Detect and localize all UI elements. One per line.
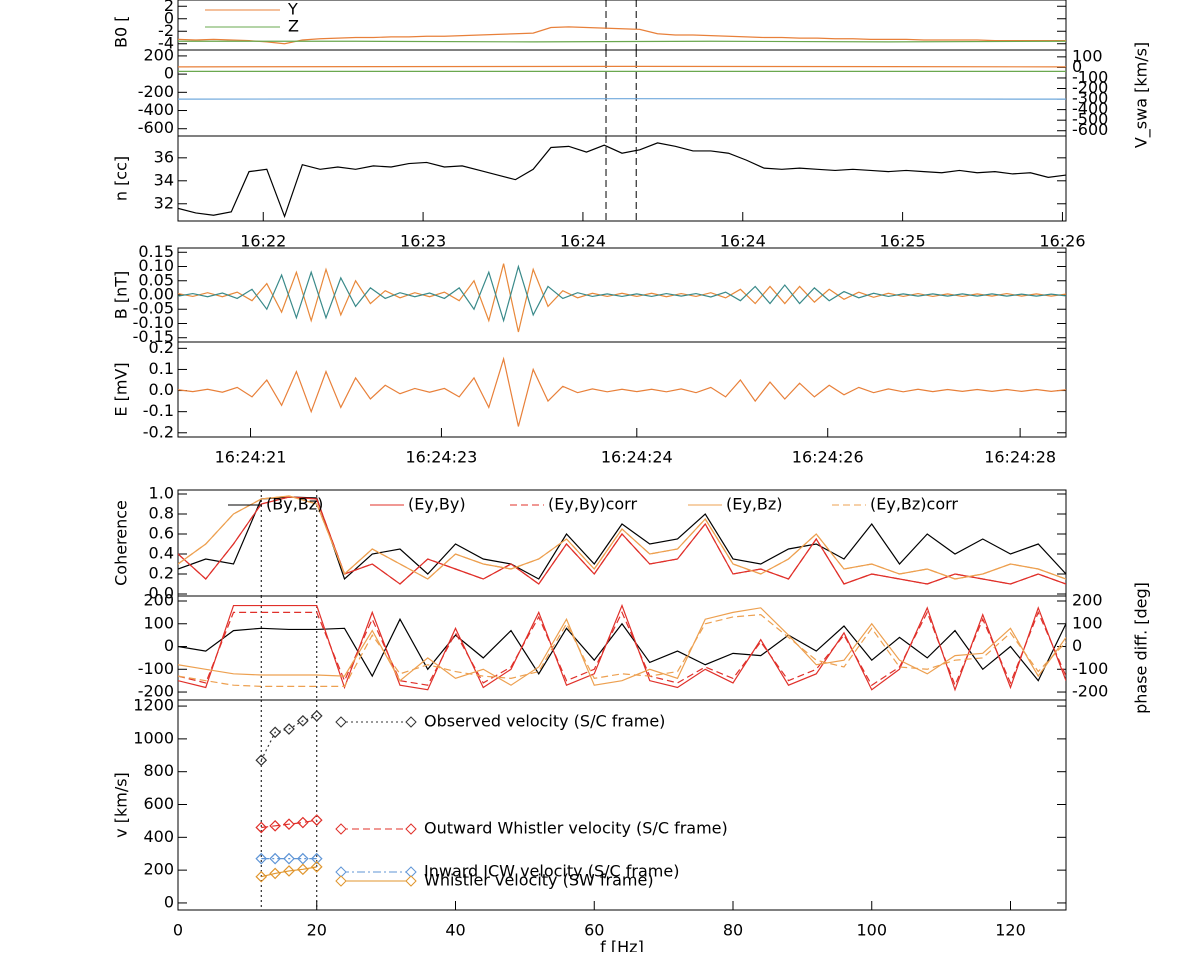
y-tick-label: 200 xyxy=(143,860,174,879)
y-tick-label: 36 xyxy=(154,147,174,166)
legend-label: Z xyxy=(288,17,299,36)
plot-frame xyxy=(178,248,1066,342)
y-tick-label: 34 xyxy=(154,170,174,189)
y-tick-label: 0.1 xyxy=(149,359,174,378)
x-axis-label: f [Hz] xyxy=(600,938,644,953)
y-axis-label: Coherence xyxy=(112,500,131,586)
y-tick-label: -600 xyxy=(138,118,174,137)
x-tick-label: 80 xyxy=(723,921,743,940)
y-tick-label: 200 xyxy=(143,591,174,610)
y-tick-label: 0 xyxy=(164,636,174,655)
y-tick-label: 1000 xyxy=(133,728,174,747)
x-tick-label: 40 xyxy=(445,921,465,940)
y2-axis-label: V_swa [km/s] xyxy=(1132,42,1152,148)
y-tick-label: 800 xyxy=(143,761,174,780)
x-tick-label: 0 xyxy=(173,921,183,940)
y-axis-label: E [mV] xyxy=(112,362,131,416)
y-tick-label: -0.1 xyxy=(143,401,174,420)
y-tick-label: 0.0 xyxy=(149,380,174,399)
y2-tick-label: 0 xyxy=(1072,636,1082,655)
series-line xyxy=(178,608,1066,685)
y-tick-label: -100 xyxy=(138,659,174,678)
legend-label: Whistler velocity (SW frame) xyxy=(424,871,654,890)
legend-label: (Ey,Bz) xyxy=(726,495,783,514)
y-tick-label: 32 xyxy=(154,193,174,212)
legend-marker xyxy=(336,876,346,886)
y-tick-label: 0.2 xyxy=(149,338,174,357)
legend-label: (By,Bz) xyxy=(266,495,323,514)
y-tick-label: 0.8 xyxy=(149,504,174,523)
legend-label: (Ey,By)corr xyxy=(548,495,637,514)
series-line xyxy=(178,606,1066,690)
legend-label: Observed velocity (S/C frame) xyxy=(424,712,665,731)
y-tick-label: 0.2 xyxy=(149,564,174,583)
y-tick-label: 1.0 xyxy=(149,484,174,503)
y2-tick-label: 200 xyxy=(1072,591,1103,610)
plot-frame xyxy=(178,136,1066,221)
y-tick-label: 0.4 xyxy=(149,544,174,563)
y-tick-label: 600 xyxy=(143,794,174,813)
y-tick-label: 100 xyxy=(143,613,174,632)
y-tick-label: -400 xyxy=(138,100,174,119)
x-tick-label: 16:24:21 xyxy=(215,448,287,467)
y-tick-label: 1200 xyxy=(133,696,174,715)
legend-label: Outward Whistler velocity (S/C frame) xyxy=(424,819,728,838)
legend-marker xyxy=(336,717,346,727)
plot-frame xyxy=(178,50,1066,136)
y-tick-label: 0 xyxy=(164,64,174,83)
y-tick-label: 0.6 xyxy=(149,524,174,543)
x-tick-label: 16:24:26 xyxy=(792,448,864,467)
y2-tick-label: -100 xyxy=(1072,659,1108,678)
x-tick-label: 16:24:24 xyxy=(601,448,673,467)
legend-marker xyxy=(406,717,416,727)
legend-marker xyxy=(406,876,416,886)
y-axis-label: v [km/s] xyxy=(112,772,131,838)
legend-marker xyxy=(336,824,346,834)
panel: 2000-200-400-6001000-100-200-300-400-500… xyxy=(138,42,1152,148)
y-tick-label: 400 xyxy=(143,827,174,846)
series-line xyxy=(178,359,1066,427)
series-line xyxy=(261,820,317,827)
y-tick-label: 200 xyxy=(143,45,174,64)
legend-marker xyxy=(406,824,416,834)
series-line xyxy=(178,143,1066,217)
panel: 0.2 0.1 0.0 -0.1 -0.2 16:24:21 16:24:23 16:24:2… xyxy=(112,338,1067,467)
series-line xyxy=(178,41,1066,42)
x-tick-label: 16:24:23 xyxy=(406,448,478,467)
y-axis-label: n [cc] xyxy=(112,156,131,201)
y2-axis-label: phase diff. [deg] xyxy=(1132,582,1151,714)
y2-tick-label: 100 xyxy=(1072,613,1103,632)
y-tick-label: -0.2 xyxy=(143,422,174,441)
y-axis-label: B0 [ xyxy=(112,16,131,48)
x-tick-label: 100 xyxy=(856,921,887,940)
x-tick-label: 120 xyxy=(995,921,1026,940)
panel: 0.150.100.050.00-0.05-0.10-0.15B [nT] xyxy=(112,242,1067,346)
y2-tick-label: -200 xyxy=(1072,682,1108,701)
y2-tick-label: -600 xyxy=(1072,120,1108,139)
y-axis-label: B [nT] xyxy=(112,271,131,319)
series-line xyxy=(261,716,317,760)
y-tick-label: 0 xyxy=(164,892,174,911)
legend-label: (Ey,Bz)corr xyxy=(870,495,958,514)
plot-frame xyxy=(178,0,1066,50)
panel: 1.00.80.60.40.20.0(By,Bz)(Ey,By)(Ey,By)c… xyxy=(112,484,1067,603)
y-tick-label: -200 xyxy=(138,82,174,101)
x-tick-label: 20 xyxy=(307,921,327,940)
x-tick-label: 16:24:28 xyxy=(984,448,1056,467)
legend-label: (Ey,By) xyxy=(408,495,466,514)
